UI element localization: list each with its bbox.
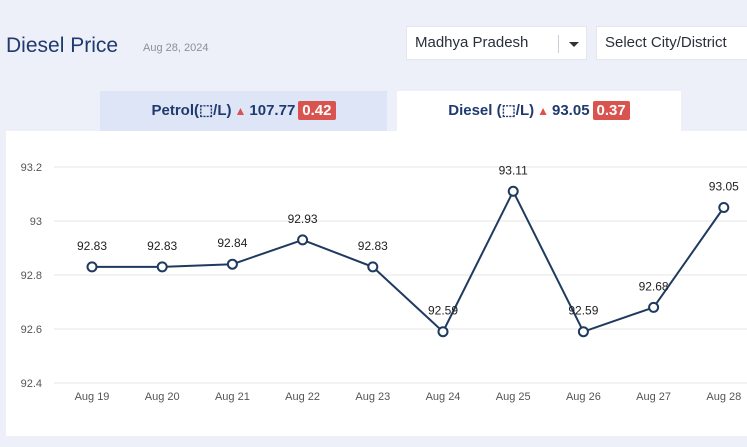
tab-petrol-change-badge: 0.42: [298, 101, 336, 120]
data-point: [507, 185, 519, 197]
x-tick-label: Aug 24: [426, 391, 461, 403]
y-tick-label: 93.2: [21, 162, 42, 174]
data-point: [437, 326, 449, 338]
data-label: 92.83: [147, 239, 177, 253]
data-label: 92.83: [358, 239, 388, 253]
select-separator: [558, 35, 559, 53]
tab-petrol-label: Petrol(⬚/L): [151, 102, 232, 119]
tab-diesel-label: Diesel (⬚/L): [448, 102, 535, 119]
x-tick-label: Aug 20: [145, 391, 180, 403]
tab-petrol[interactable]: Petrol(⬚/L) ▲ 107.77 0.42: [100, 91, 387, 131]
x-tick-label: Aug 22: [285, 391, 320, 403]
data-label: 92.68: [639, 279, 669, 293]
y-tick-label: 92.6: [21, 324, 42, 336]
up-arrow-icon: ▲: [537, 104, 549, 118]
data-point: [367, 261, 379, 273]
data-label: 93.11: [499, 163, 528, 177]
y-tick-label: 92.4: [21, 378, 42, 390]
data-point: [156, 261, 168, 273]
city-select[interactable]: Select City/District: [596, 26, 747, 60]
data-point: [718, 202, 730, 213]
page-title: Diesel Price: [6, 34, 119, 57]
x-tick-label: Aug 21: [215, 391, 250, 403]
tab-diesel-change-badge: 0.37: [592, 101, 630, 120]
data-label: 92.93: [288, 212, 318, 226]
tab-diesel-price: 93.05: [552, 102, 590, 119]
x-tick-label: Aug 27: [636, 391, 671, 403]
data-label: 92.84: [217, 236, 247, 250]
page-date: Aug 28, 2024: [143, 42, 209, 54]
state-select[interactable]: Madhya Pradesh: [406, 26, 587, 60]
x-tick-label: Aug 23: [355, 391, 390, 403]
x-tick-label: Aug 26: [566, 391, 601, 403]
data-point: [226, 258, 238, 270]
state-select-value: Madhya Pradesh: [415, 34, 529, 51]
y-tick-label: 93: [30, 216, 42, 228]
x-tick-label: Aug 25: [496, 391, 531, 403]
up-arrow-icon: ▲: [234, 104, 247, 118]
data-point: [648, 301, 660, 313]
city-select-placeholder: Select City/District: [605, 34, 727, 51]
data-point: [86, 261, 98, 273]
chart-panel: 92.4 92.6 92.8 93 93.2 Aug 19 Aug 20 Aug 21 Aug …: [6, 131, 747, 436]
y-tick-label: 92.8: [21, 270, 42, 282]
x-tick-label: Aug 19: [75, 391, 110, 403]
price-line-chart: 92.4 92.6 92.8 93 93.2 Aug 19 Aug 20 Aug 21 Aug …: [21, 162, 747, 403]
chevron-down-icon[interactable]: [569, 42, 579, 47]
data-label: 92.59: [428, 304, 458, 318]
data-point: [297, 234, 309, 246]
x-tick-label: Aug 28: [706, 391, 741, 403]
data-label: 92.59: [568, 304, 598, 318]
tab-petrol-price: 107.77: [249, 102, 296, 119]
series-line: [92, 189, 725, 334]
data-label: 92.83: [77, 239, 107, 253]
tab-diesel[interactable]: Diesel (⬚/L) ▲ 93.05 0.37: [397, 91, 681, 132]
data-label: 93.05: [709, 180, 739, 194]
data-point: [577, 326, 589, 338]
